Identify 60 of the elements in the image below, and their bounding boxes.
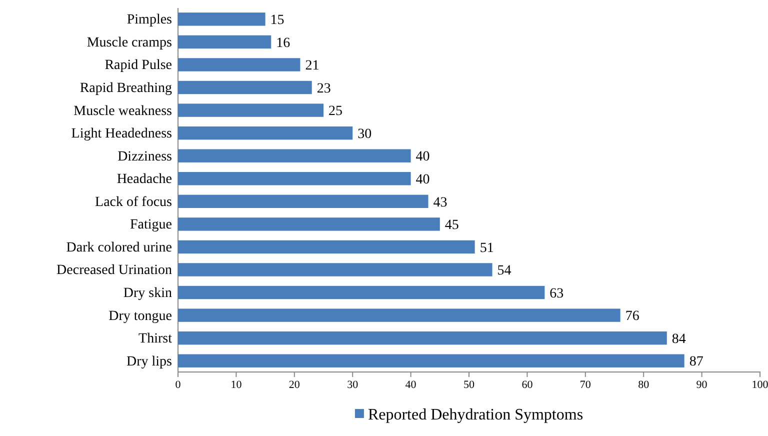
x-tick-label: 0 <box>175 378 182 391</box>
bar <box>178 12 266 26</box>
bar <box>178 172 411 186</box>
x-tick-label: 80 <box>638 378 650 391</box>
bar <box>178 308 620 322</box>
y-tick-label: Pimples <box>126 12 172 28</box>
data-label: 45 <box>444 218 459 234</box>
bar <box>178 80 312 94</box>
bar <box>178 286 545 300</box>
data-label: 76 <box>625 309 640 324</box>
x-tick-label: 70 <box>580 378 592 391</box>
y-tick-label: Dry skin <box>123 286 172 301</box>
x-tick-label: 60 <box>522 378 534 391</box>
bar <box>178 263 492 276</box>
x-tick-label: 100 <box>752 378 768 391</box>
bar <box>178 126 353 140</box>
data-label: 21 <box>305 58 320 74</box>
data-label: 23 <box>316 81 331 96</box>
data-label: 51 <box>480 240 494 256</box>
bar <box>178 354 684 368</box>
y-tick-label: Headache <box>116 172 172 188</box>
y-tick-label: Dry tongue <box>108 308 172 324</box>
y-tick-label: Fatigue <box>130 218 172 233</box>
x-tick-label: 20 <box>288 378 300 391</box>
legend-label: Reported Dehydration Symptoms <box>368 406 584 424</box>
y-tick-label: Dark colored urine <box>66 240 172 256</box>
y-tick-label: Muscle weakness <box>74 104 172 119</box>
y-tick-label: Rapid Pulse <box>104 58 172 74</box>
bar <box>178 58 300 72</box>
data-label: 40 <box>416 172 430 188</box>
y-tick-label: Dizziness <box>118 149 172 164</box>
data-label: 87 <box>689 354 704 370</box>
data-label: 54 <box>497 264 512 279</box>
data-label: 40 <box>416 150 430 165</box>
bar <box>178 104 324 117</box>
x-tick-label: 10 <box>230 378 242 391</box>
data-label: 15 <box>270 13 284 28</box>
bar <box>178 331 667 345</box>
data-label: 16 <box>276 36 290 51</box>
bar <box>178 240 475 254</box>
y-tick-label: Decreased Urination <box>56 263 172 278</box>
bar <box>178 218 440 231</box>
data-label: 30 <box>358 126 372 142</box>
bar <box>178 194 428 208</box>
bar <box>178 149 411 162</box>
y-tick-label: Dry lips <box>126 354 172 370</box>
x-tick-label: 90 <box>696 378 708 391</box>
y-tick-label: Thirst <box>138 332 172 347</box>
y-tick-label: Rapid Breathing <box>80 80 172 96</box>
y-tick-label: Lack of focus <box>95 194 172 210</box>
y-tick-label: Light Headedness <box>71 126 172 142</box>
x-tick-label: 50 <box>464 378 475 391</box>
bar <box>178 35 272 49</box>
x-tick-label: 40 <box>405 378 417 391</box>
data-label: 25 <box>328 104 342 120</box>
x-tick-label: 30 <box>347 378 359 391</box>
data-label: 84 <box>672 332 686 347</box>
y-tick-label: Muscle cramps <box>86 35 172 50</box>
data-label: 43 <box>433 195 448 210</box>
data-label: 63 <box>550 286 564 302</box>
